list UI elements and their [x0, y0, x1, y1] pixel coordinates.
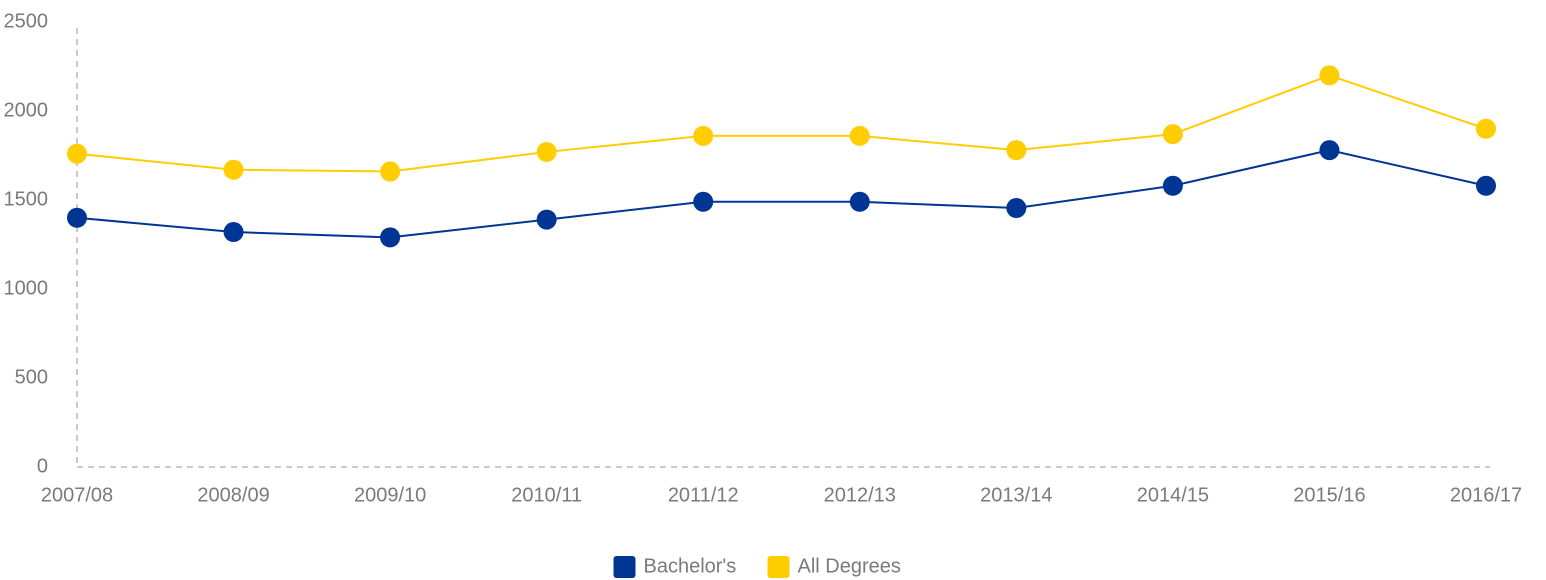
data-point [1319, 65, 1340, 86]
data-point [223, 222, 244, 243]
y-tick-label: 2500 [4, 10, 49, 32]
data-point [536, 209, 557, 230]
data-point [1476, 175, 1496, 196]
data-point [693, 191, 714, 212]
data-point [849, 191, 870, 212]
data-point [67, 207, 87, 228]
data-point [380, 161, 401, 182]
y-tick-label: 0 [37, 455, 48, 477]
data-point [223, 159, 244, 180]
data-point [380, 227, 401, 248]
x-tick-label: 2009/10 [354, 484, 426, 506]
data-point [536, 141, 557, 162]
data-point [849, 125, 870, 146]
x-tick-label: 2015/16 [1293, 484, 1365, 506]
x-tick-label: 2012/13 [824, 484, 896, 506]
data-point [1319, 140, 1340, 161]
legend-swatch [613, 556, 636, 578]
legend-label: Bachelor's [644, 555, 737, 577]
data-point [693, 125, 714, 146]
data-point [1162, 124, 1183, 145]
x-tick-label: 2007/08 [41, 484, 113, 506]
data-point [1476, 118, 1496, 139]
data-point [67, 143, 87, 164]
legend-swatch [767, 556, 790, 578]
y-tick-label: 1500 [4, 188, 49, 210]
x-tick-label: 2011/12 [668, 484, 739, 506]
x-tick-label: 2016/17 [1450, 484, 1522, 506]
legend-label: All Degrees [798, 555, 901, 577]
series-line [76, 74, 1487, 173]
y-tick-label: 1000 [4, 277, 49, 299]
data-point [1006, 198, 1027, 219]
x-tick-label: 2010/11 [511, 484, 582, 506]
data-point [1006, 140, 1027, 161]
y-tick-label: 2000 [4, 99, 49, 121]
series-line [76, 149, 1487, 239]
x-tick-label: 2014/15 [1137, 484, 1209, 506]
x-tick-label: 2008/09 [197, 484, 269, 506]
x-tick-label: 2013/14 [980, 484, 1052, 506]
y-tick-label: 500 [15, 366, 48, 388]
data-point [1162, 175, 1183, 196]
